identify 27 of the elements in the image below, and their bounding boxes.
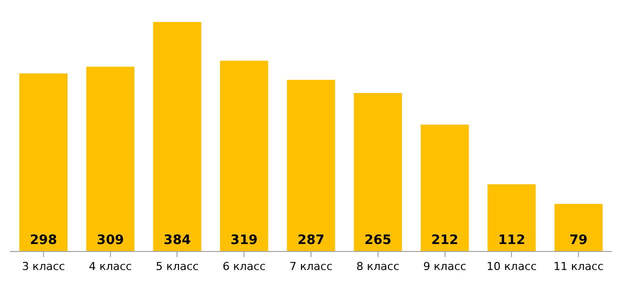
- data-label: 384: [164, 233, 191, 248]
- data-label: 309: [96, 233, 124, 248]
- data-label: 212: [431, 233, 458, 248]
- bar: [86, 66, 134, 251]
- x-tick-label: 10 класс: [486, 260, 537, 274]
- x-tick-label: 3 класс: [22, 260, 65, 274]
- x-tick-label: 4 класс: [88, 260, 132, 274]
- bar: [554, 204, 603, 251]
- x-tick-label: 8 класс: [356, 260, 400, 274]
- bar: [420, 124, 469, 251]
- x-tick-label: 6 класс: [222, 260, 266, 274]
- bar: [19, 73, 68, 251]
- x-tick-label: 9 класс: [423, 260, 466, 274]
- bar: [286, 80, 336, 251]
- bar: [354, 93, 402, 251]
- bar: [153, 22, 202, 251]
- data-label: 287: [297, 233, 325, 248]
- x-tick-label: 5 класс: [156, 260, 199, 274]
- x-tick-label: 7 класс: [289, 260, 333, 274]
- data-label: 79: [570, 233, 588, 248]
- bar: [220, 60, 268, 251]
- bar: [488, 184, 536, 251]
- data-label: 112: [498, 233, 526, 248]
- data-label: 265: [364, 233, 392, 248]
- data-label: 319: [230, 233, 258, 248]
- data-label: 298: [30, 233, 58, 248]
- x-tick-label: 11 класс: [554, 260, 604, 274]
